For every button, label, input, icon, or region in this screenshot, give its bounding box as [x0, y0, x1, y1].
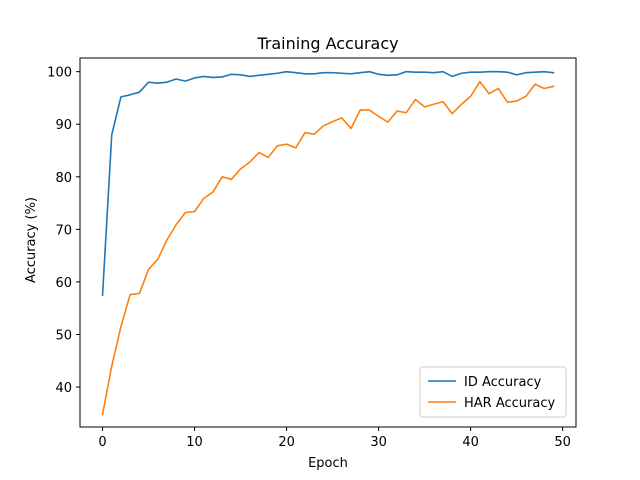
y-tick-label: 80	[55, 171, 72, 186]
x-tick-label: 50	[554, 435, 571, 450]
legend: ID Accuracy HAR Accuracy	[419, 366, 567, 418]
y-tick-label: 50	[55, 328, 72, 343]
x-tick-label: 20	[278, 435, 295, 450]
plot-area: 0 10 20 30 40 50 40 50 60 70 80 90 100	[47, 57, 577, 450]
y-tick-label: 90	[55, 118, 72, 133]
x-tick-label: 0	[98, 435, 106, 450]
y-axis-title: Accuracy (%)	[24, 197, 39, 283]
legend-label-0: ID Accuracy	[464, 375, 542, 390]
axes-frame	[79, 57, 577, 428]
legend-box	[419, 366, 567, 418]
y-tick-label: 60	[55, 276, 72, 291]
x-axis-title: Epoch	[308, 456, 348, 471]
x-tick-label: 10	[186, 435, 203, 450]
legend-label-1: HAR Accuracy	[464, 396, 555, 411]
x-tick-label: 40	[462, 435, 479, 450]
y-tick-label: 100	[47, 66, 72, 81]
x-tick-label: 30	[370, 435, 387, 450]
series-line-0	[101, 70, 555, 296]
y-tick-label: 70	[55, 223, 72, 238]
series-line-1	[101, 80, 555, 416]
y-tick-label: 40	[55, 381, 72, 396]
chart-title: Training Accuracy	[256, 34, 398, 53]
